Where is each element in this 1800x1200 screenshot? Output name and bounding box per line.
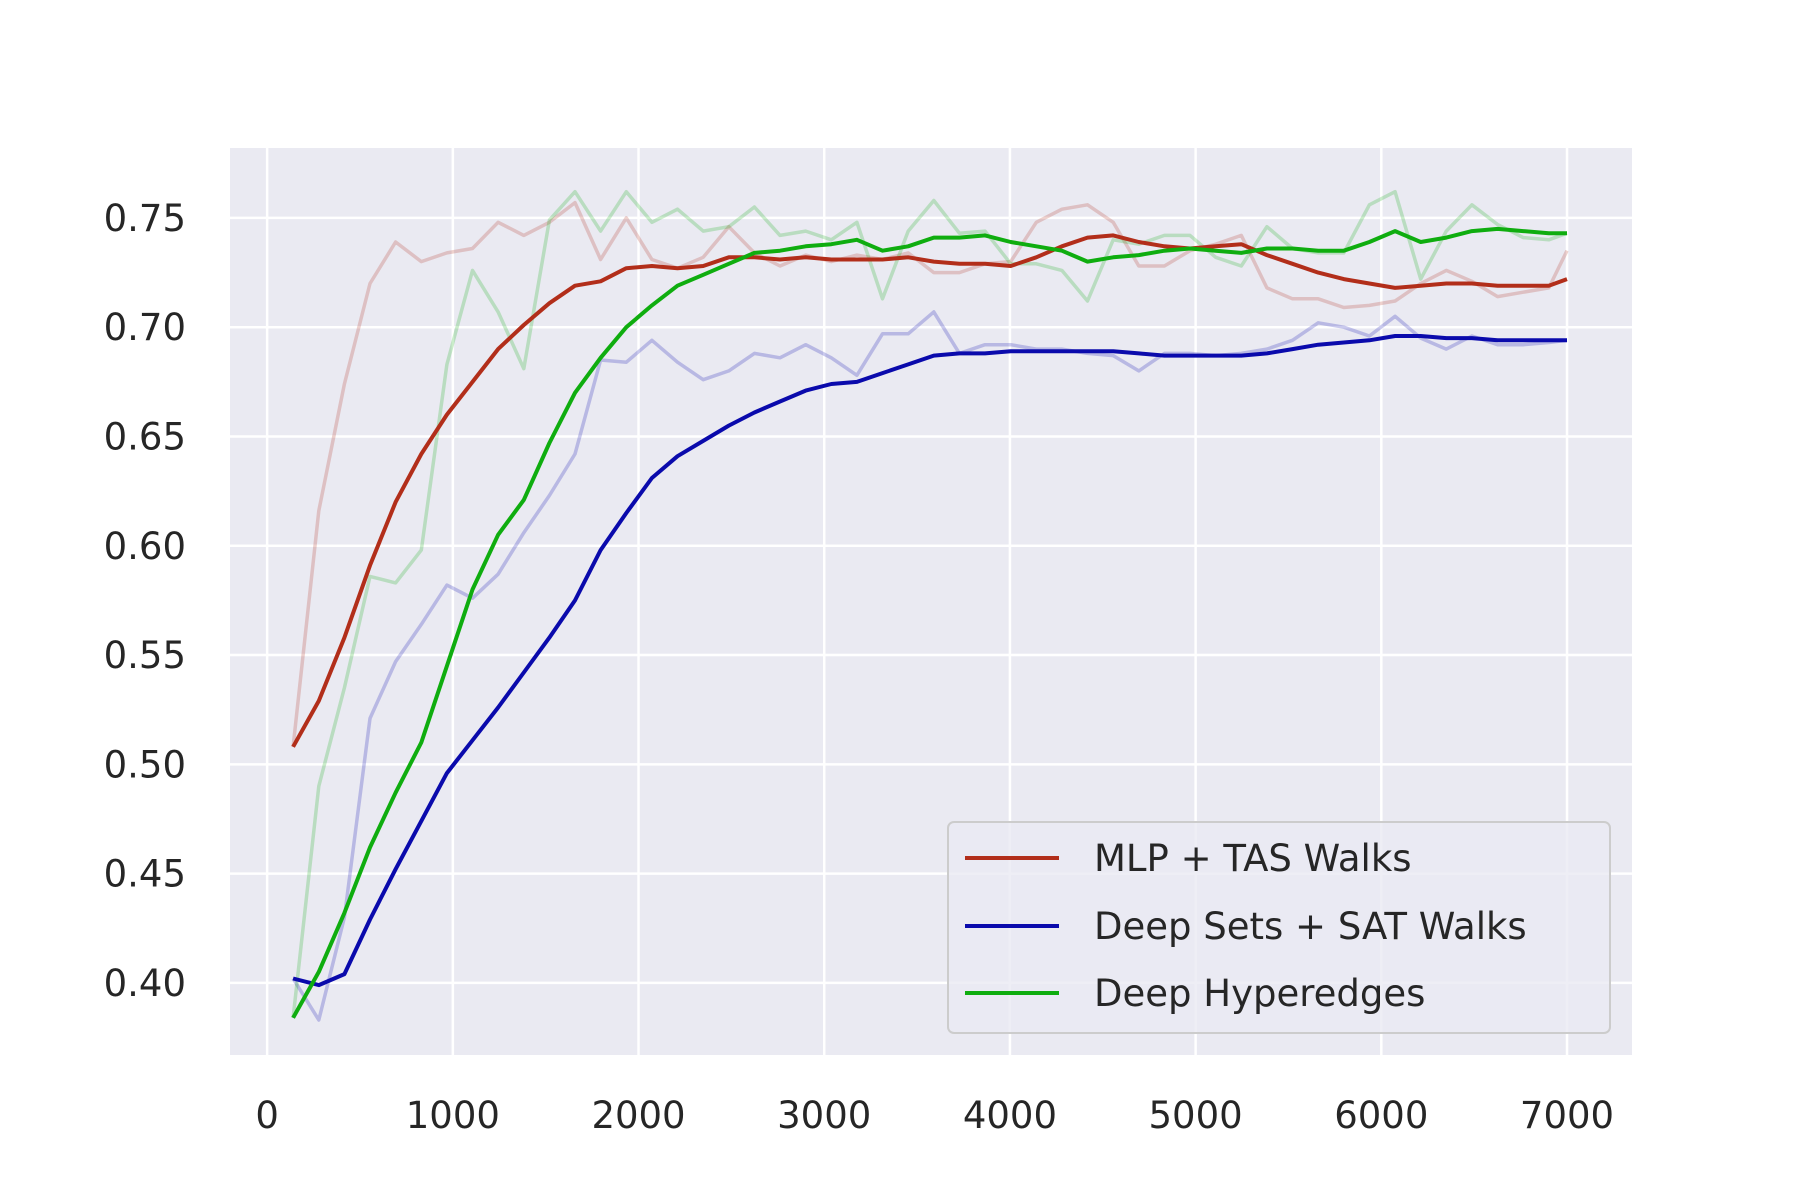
raw-line-deep-hyperedges — [291, 189, 1568, 1018]
legend: MLP + TAS Walks Deep Sets + SAT Walks De… — [947, 821, 1611, 1034]
x-tick-label: 2000 — [591, 1094, 685, 1137]
x-tick-label: 3000 — [777, 1094, 871, 1137]
y-tick-label: 0.60 — [104, 525, 186, 568]
raw-line-mlp-tas-walks — [291, 200, 1569, 747]
raw-line-deep-sets-sat-walks — [291, 310, 1568, 1022]
y-tick-label: 0.75 — [104, 197, 186, 240]
x-tick-label: 0 — [255, 1094, 279, 1137]
smoothed-series-lines — [291, 226, 1568, 1019]
x-axis-tick-labels: 0 1000 2000 3000 4000 5000 6000 7000 — [255, 1094, 1614, 1137]
x-tick-label: 7000 — [1520, 1094, 1614, 1137]
y-tick-label: 0.65 — [104, 415, 186, 458]
x-tick-label: 6000 — [1334, 1094, 1428, 1137]
y-tick-label: 0.45 — [104, 853, 186, 896]
legend-label-mlp-tas: MLP + TAS Walks — [1094, 837, 1412, 880]
x-tick-label: 5000 — [1149, 1094, 1243, 1137]
legend-box — [947, 821, 1611, 1034]
raw-series-lines — [291, 189, 1569, 1022]
series-line-deep-sets-sat-walks — [292, 334, 1567, 988]
y-axis-tick-labels: 0.40 0.45 0.50 0.55 0.60 0.65 0.70 0.75 — [104, 197, 186, 1005]
y-tick-label: 0.40 — [104, 962, 186, 1005]
series-line-mlp-tas-walks — [291, 233, 1568, 748]
x-tick-label: 1000 — [406, 1094, 500, 1137]
series-line-deep-hyperedges — [291, 226, 1567, 1019]
y-tick-label: 0.50 — [104, 743, 186, 786]
y-tick-label: 0.70 — [104, 306, 186, 349]
legend-label-deep-hyperedges: Deep Hyperedges — [1094, 972, 1425, 1015]
legend-label-deep-sets-sat: Deep Sets + SAT Walks — [1094, 905, 1527, 948]
y-tick-label: 0.55 — [104, 634, 186, 677]
x-tick-label: 4000 — [963, 1094, 1057, 1137]
